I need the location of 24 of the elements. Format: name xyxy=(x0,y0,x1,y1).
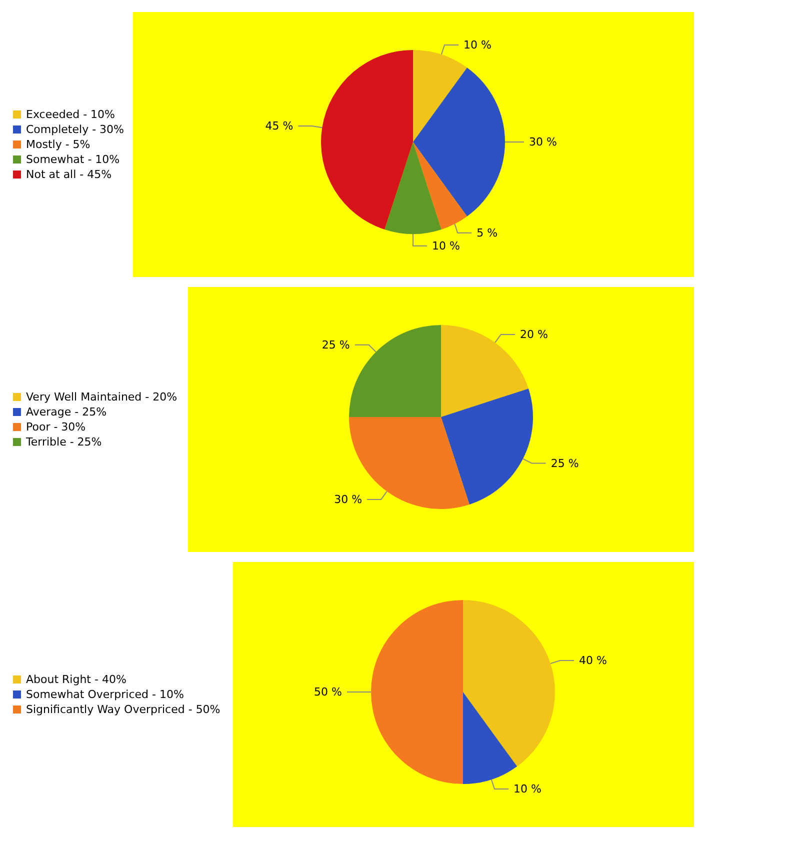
data-label: 20 % xyxy=(520,328,548,341)
legend-label: Poor - 30% xyxy=(26,420,86,434)
data-label: 25 % xyxy=(322,338,350,352)
data-label: 25 % xyxy=(550,456,579,470)
legend-label: Not at all - 45% xyxy=(26,168,112,181)
legend-label: Completely - 30% xyxy=(26,123,124,136)
legend-label: Somewhat Overpriced - 10% xyxy=(26,688,184,701)
legend-label: Exceeded - 10% xyxy=(26,108,115,121)
data-label: 30 % xyxy=(529,136,557,148)
data-label: 10 % xyxy=(514,782,542,796)
legend-label: Significantly Way Overpriced - 50% xyxy=(26,703,220,716)
legend-label: Somewhat - 10% xyxy=(26,153,120,166)
legend-label: About Right - 40% xyxy=(26,673,126,686)
data-label: 45 % xyxy=(265,120,294,133)
data-label: 5 % xyxy=(476,226,498,240)
data-label: 50 % xyxy=(314,686,342,698)
data-label: 10 % xyxy=(464,38,492,52)
legend-label: Terrible - 25% xyxy=(25,436,102,448)
legend-label: Mostly - 5% xyxy=(26,138,90,151)
data-label: 40 % xyxy=(579,654,607,667)
data-label: 10 % xyxy=(432,239,460,252)
legend-label: Average - 25% xyxy=(26,406,107,418)
legend-label: Very Well Maintained - 20% xyxy=(26,390,178,404)
data-label: 30 % xyxy=(334,493,362,506)
